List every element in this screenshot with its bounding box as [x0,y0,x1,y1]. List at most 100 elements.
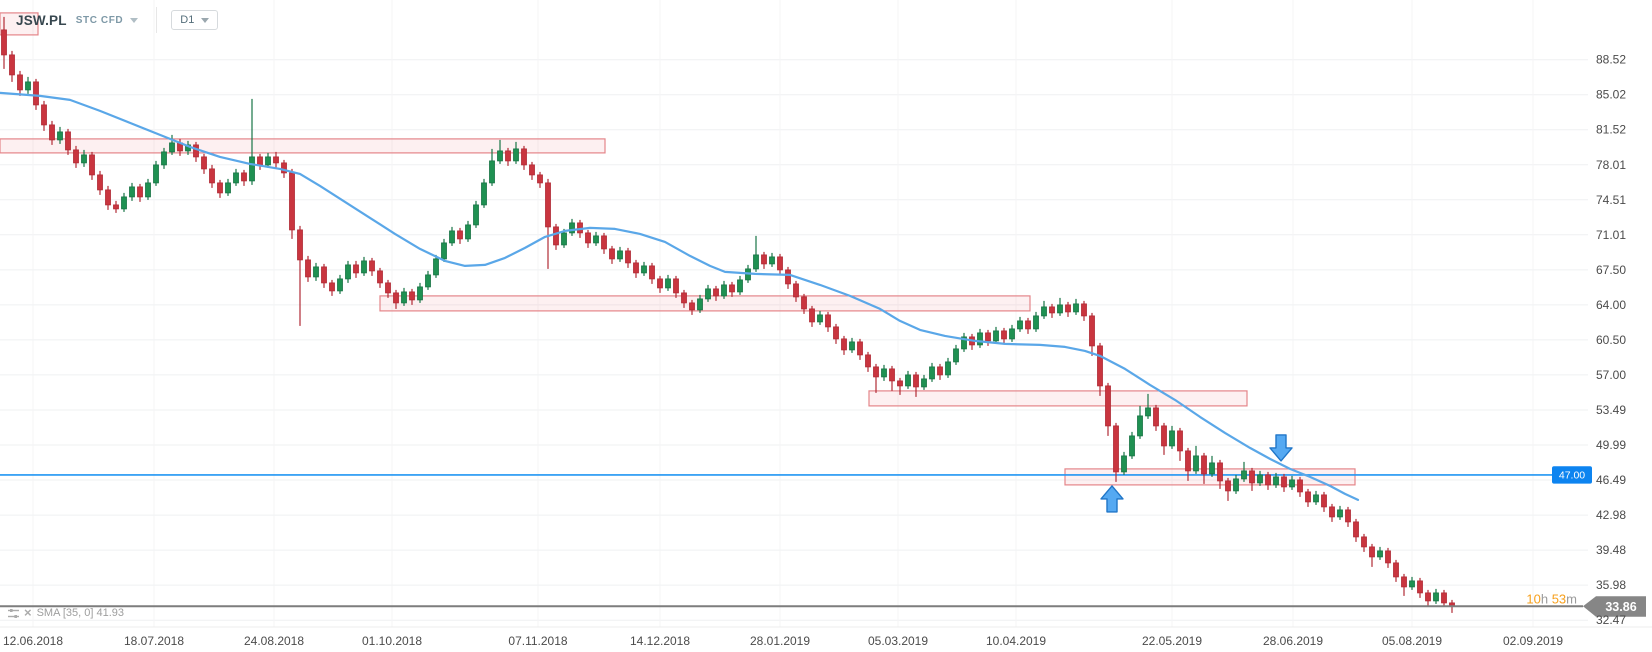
candle-body [673,278,679,294]
resistance-zone[interactable] [0,138,606,154]
candle-body [81,154,87,164]
price-axis-label: 53.49 [1596,403,1626,417]
candle-body [233,172,239,184]
candle-body [1177,430,1183,452]
price-axis-label: 39.48 [1596,543,1626,557]
candle-body [73,149,79,164]
candle-body [1201,455,1207,475]
candle-body [433,258,439,276]
candle-body [57,131,63,141]
resistance-zone[interactable] [0,12,39,36]
timeframe-dropdown[interactable]: D1 [171,10,219,30]
candle-body [697,298,703,311]
candle-body [249,156,255,182]
candle-body [1153,407,1159,427]
candle-body [993,330,999,342]
candle-body [553,226,559,246]
candle-body [913,374,919,388]
symbol-dropdown-caret-icon[interactable] [130,17,139,23]
candle-body [905,374,911,387]
price-axis: 88.52 85.02 81.52 78.01 74.51 71.01 67.50 64.00… [1596,53,1626,628]
candle-body [681,292,687,304]
time-axis-label: 28.01.2019 [750,634,810,648]
candles [1,16,1455,613]
candle-body [713,288,719,297]
candle-body [705,288,711,300]
candle-body [585,232,591,244]
candle-body [1145,407,1151,417]
arrow-up-icon[interactable] [1100,485,1124,513]
candle-body [25,81,31,91]
candle-body [817,314,823,323]
candle-body [649,265,655,280]
candle-body [169,142,175,153]
candle-body [1297,479,1303,493]
candle-body [9,54,15,76]
candle-body [1281,476,1287,488]
time-axis-label: 05.03.2019 [868,634,928,648]
instrument-type-label: STC CFD [75,14,124,26]
candle-body [889,368,895,382]
price-axis-label: 88.52 [1596,53,1626,67]
price-gridlines [0,59,1588,621]
candle-body [1385,550,1391,564]
candle-body [897,380,903,387]
candle-body [977,332,983,346]
candle-body [265,156,271,166]
candle-body [489,160,495,184]
candle-body [321,266,327,284]
price-axis-label: 85.02 [1596,88,1626,102]
candle-body [1033,315,1039,330]
candle-body [65,131,71,151]
time-axis-label: 22.05.2019 [1142,634,1202,648]
candle-body [1433,592,1439,602]
signal-arrows [1100,434,1293,513]
candle-body [425,274,431,288]
candle-body [1049,306,1055,314]
candle-body [1377,550,1383,558]
arrow-down-icon[interactable] [1269,434,1293,462]
resistance-zone[interactable] [379,295,1031,312]
candle-body [377,270,383,284]
session-countdown: 10h 53m [1526,591,1577,606]
current-price-tag [1583,596,1646,617]
candle-body [1121,455,1127,473]
candle-body [129,186,135,198]
candle-body [665,278,671,289]
indicator-close-icon[interactable]: × [24,605,32,620]
resistance-zone[interactable] [868,390,1248,407]
indicator-settings-icon[interactable] [7,607,19,619]
time-gridlines [32,0,1534,627]
time-axis-label: 12.06.2018 [3,634,63,648]
candle-body [1409,580,1415,588]
candle-body [601,235,607,250]
candle-body [1233,478,1239,492]
candle-body [1137,415,1143,437]
time-axis-label: 01.10.2018 [362,634,422,648]
candle-body [281,162,287,174]
hline-price-tag [1552,466,1592,484]
candle-body [1073,303,1079,313]
candle-body [153,164,159,184]
time-axis-label: 07.11.2018 [508,634,567,648]
chart-toolbar: JSW.PL STC CFD D1 [16,7,219,33]
candle-body [1313,494,1319,503]
price-axis-label: 49.99 [1596,438,1626,452]
candle-body [593,235,599,244]
candle-body [137,186,143,198]
candle-body [921,378,927,388]
candle-body [641,265,647,274]
candle-body [1105,385,1111,427]
candle-body [945,361,951,376]
price-axis-label: 42.98 [1596,508,1626,522]
candle-body [473,204,479,226]
candle-body [857,341,863,356]
candle-body [1161,425,1167,447]
candle-body [1097,345,1103,387]
time-axis-label: 28.06.2019 [1263,634,1323,648]
candle-body [1169,430,1175,447]
price-axis-label: 71.01 [1596,228,1626,242]
candle-body [1441,592,1447,604]
